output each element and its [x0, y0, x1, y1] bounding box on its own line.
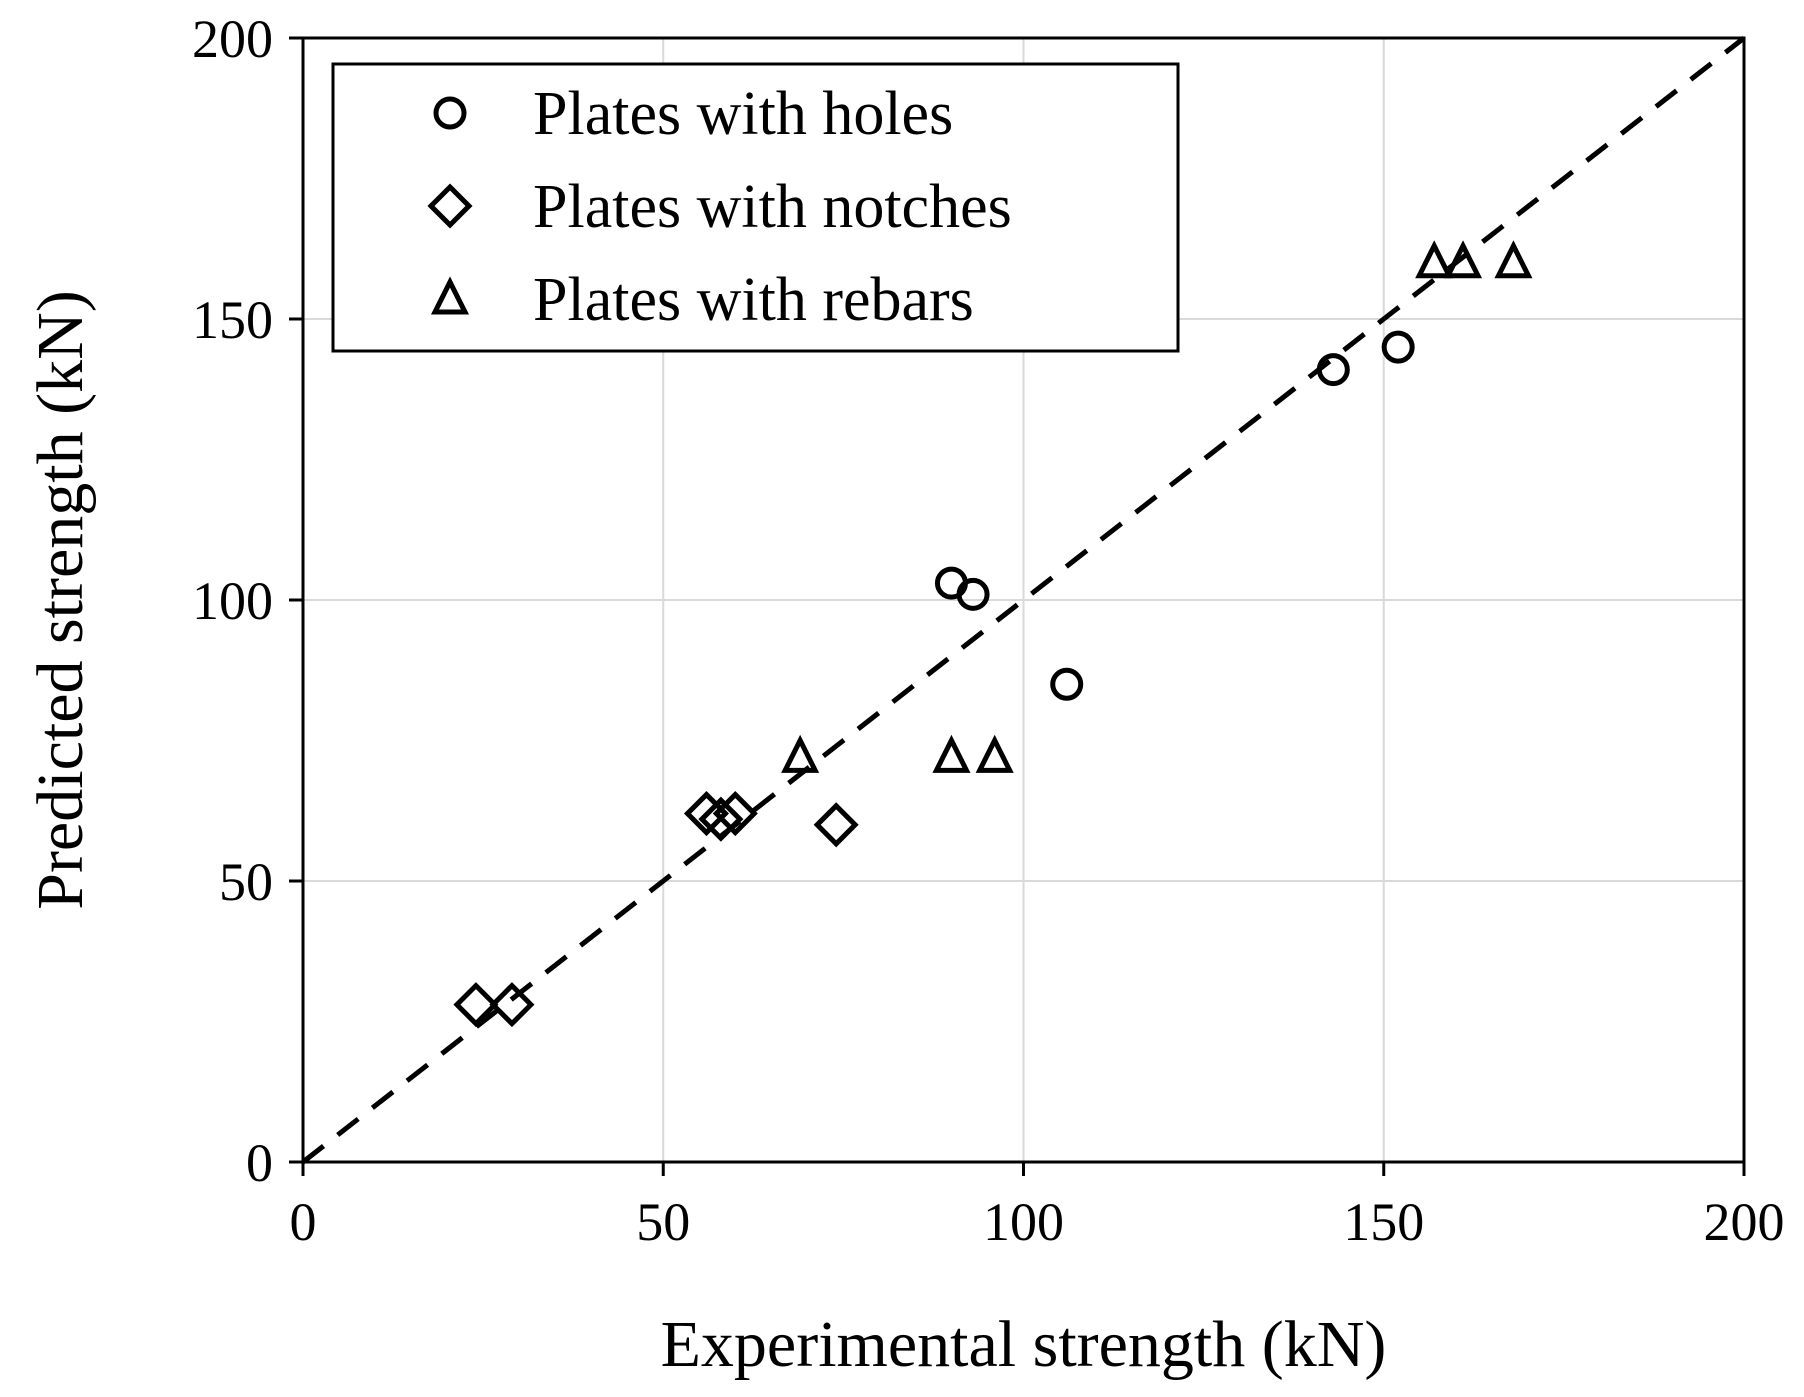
circle-point [1381, 330, 1415, 364]
legend-label: Plates with notches [533, 173, 1012, 241]
y-tick-label: 0 [246, 1133, 273, 1193]
triangle-point [1443, 240, 1483, 279]
x-axis-ticks: 0 50 100 150 200 [290, 1162, 1785, 1252]
triangle-point [1494, 240, 1533, 279]
y-tick-label: 50 [219, 852, 273, 912]
circle-series [934, 330, 1415, 701]
triangle-point [1415, 240, 1454, 279]
diamond-point [813, 802, 859, 848]
triangle-point [781, 734, 820, 773]
y-tick-label: 150 [192, 290, 273, 350]
circle-point [1316, 353, 1350, 387]
triangle-point [975, 734, 1014, 773]
triangle-point [932, 734, 971, 773]
y-tick-label: 100 [192, 571, 273, 631]
diamond-series [453, 791, 859, 1028]
diamond-point [698, 796, 744, 842]
circle-point [956, 577, 990, 611]
legend-triangle-icon [430, 276, 470, 315]
y-tick-label: 200 [192, 9, 273, 69]
x-tick-label: 50 [636, 1192, 690, 1252]
y-axis-ticks: 0 50 100 150 200 [192, 9, 303, 1193]
legend-box [331, 62, 1180, 353]
x-tick-label: 200 [1704, 1192, 1785, 1252]
diamond-point [489, 982, 535, 1028]
x-tick-label: 150 [1343, 1192, 1424, 1252]
legend-label: Plates with rebars [533, 266, 974, 334]
legend-diamond-icon [427, 183, 473, 229]
x-tick-label: 0 [290, 1192, 317, 1252]
diamond-point [453, 982, 499, 1028]
x-tick-label: 100 [983, 1192, 1064, 1252]
triangle-series [781, 240, 1533, 773]
legend-circle-icon [433, 96, 467, 130]
y-axis-title: Predicted strength (kN) [24, 290, 97, 910]
diamond-point [712, 791, 758, 837]
x-axis-title: Experimental strength (kN) [661, 1308, 1387, 1381]
legend-label: Plates with holes [533, 80, 953, 148]
legend: Plates with holes Plates with notches Plat… [331, 62, 1180, 353]
data-points [453, 240, 1533, 1028]
circle-point [1050, 667, 1084, 701]
